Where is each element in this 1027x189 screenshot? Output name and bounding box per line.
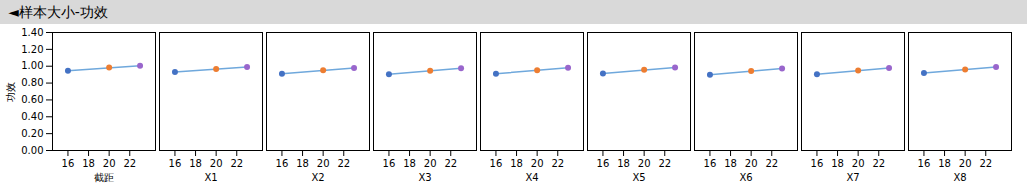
svg-text:截距: 截距 xyxy=(94,172,114,183)
svg-text:16: 16 xyxy=(276,158,289,169)
svg-text:20: 20 xyxy=(638,158,651,169)
svg-text:22: 22 xyxy=(444,158,457,169)
svg-text:16: 16 xyxy=(169,158,182,169)
svg-text:20: 20 xyxy=(745,158,758,169)
svg-text:0.00: 0.00 xyxy=(21,145,43,156)
svg-text:X8: X8 xyxy=(953,172,966,183)
svg-text:0.40: 0.40 xyxy=(21,111,43,122)
svg-text:18: 18 xyxy=(831,158,844,169)
svg-text:18: 18 xyxy=(82,158,95,169)
svg-text:1.20: 1.20 xyxy=(21,44,43,55)
svg-text:0.20: 0.20 xyxy=(21,128,43,139)
svg-text:16: 16 xyxy=(918,158,931,169)
svg-text:22: 22 xyxy=(123,158,136,169)
svg-text:18: 18 xyxy=(938,158,951,169)
svg-text:1.00: 1.00 xyxy=(21,60,43,71)
svg-text:18: 18 xyxy=(510,158,523,169)
svg-text:X6: X6 xyxy=(739,172,752,183)
svg-text:18: 18 xyxy=(403,158,416,169)
svg-text:18: 18 xyxy=(189,158,202,169)
svg-text:X4: X4 xyxy=(525,172,538,183)
svg-text:20: 20 xyxy=(852,158,865,169)
svg-text:22: 22 xyxy=(658,158,671,169)
svg-text:X5: X5 xyxy=(632,172,645,183)
svg-text:20: 20 xyxy=(103,158,116,169)
svg-text:功效: 功效 xyxy=(5,82,16,102)
svg-text:22: 22 xyxy=(337,158,350,169)
svg-text:22: 22 xyxy=(765,158,778,169)
svg-text:X3: X3 xyxy=(418,172,431,183)
svg-text:22: 22 xyxy=(551,158,564,169)
svg-text:20: 20 xyxy=(210,158,223,169)
svg-text:16: 16 xyxy=(597,158,610,169)
svg-text:0.80: 0.80 xyxy=(21,77,43,88)
html-text:◄样本大小-功效: ◄样本大小-功效 xyxy=(8,4,108,20)
svg-text:22: 22 xyxy=(872,158,885,169)
svg-text:20: 20 xyxy=(424,158,437,169)
svg-text:0.60: 0.60 xyxy=(21,94,43,105)
svg-text:16: 16 xyxy=(62,158,75,169)
svg-text:18: 18 xyxy=(724,158,737,169)
svg-text:X2: X2 xyxy=(311,172,324,183)
svg-text:16: 16 xyxy=(704,158,717,169)
svg-text:20: 20 xyxy=(317,158,330,169)
svg-text:X1: X1 xyxy=(204,172,217,183)
svg-text:1.40: 1.40 xyxy=(21,27,43,38)
svg-text:16: 16 xyxy=(383,158,396,169)
svg-text:18: 18 xyxy=(296,158,309,169)
svg-text:16: 16 xyxy=(490,158,503,169)
svg-text:18: 18 xyxy=(617,158,630,169)
svg-text:22: 22 xyxy=(979,158,992,169)
svg-text:20: 20 xyxy=(959,158,972,169)
svg-text:22: 22 xyxy=(230,158,243,169)
svg-text:20: 20 xyxy=(531,158,544,169)
svg-text:16: 16 xyxy=(811,158,824,169)
svg-text:X7: X7 xyxy=(846,172,859,183)
